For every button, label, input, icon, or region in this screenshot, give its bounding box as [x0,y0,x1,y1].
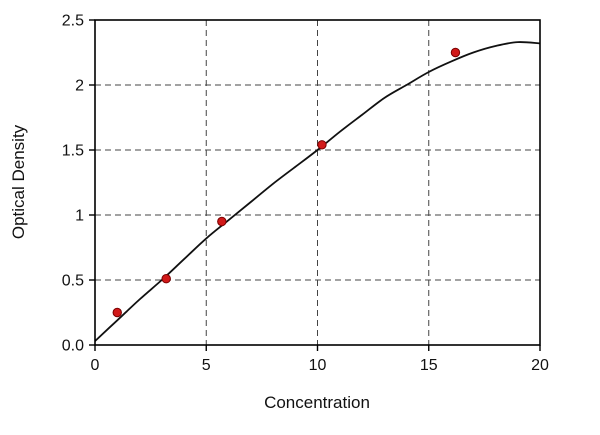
tick-labels: 0 5 10 15 20 0.0 0.5 1 1.5 2 2.5 [62,13,549,375]
data-point [161,274,171,284]
x-tick-label: 5 [202,357,211,374]
x-axis-label: Concentration [264,393,370,412]
axis-ticks [89,19,541,351]
data-point [112,307,122,318]
fit-curve-path [94,41,541,342]
data-point [450,47,461,58]
gridlines [95,20,540,345]
y-tick-label: 0.0 [62,338,84,355]
x-tick-label: 15 [420,357,438,374]
fit-curve [94,41,541,342]
data-point [217,216,227,227]
x-tick-label: 20 [531,357,549,374]
y-tick-label: 2 [75,78,84,95]
y-tick-label: 1.5 [62,143,84,160]
x-tick-label: 0 [91,357,100,374]
y-tick-label: 0.5 [62,273,84,290]
data-points [112,47,461,318]
data-point [317,140,327,150]
y-axis-label: Optical Density [9,124,28,239]
x-tick-label: 10 [309,357,327,374]
y-tick-label: 2.5 [62,13,84,30]
y-tick-label: 1 [75,208,84,225]
